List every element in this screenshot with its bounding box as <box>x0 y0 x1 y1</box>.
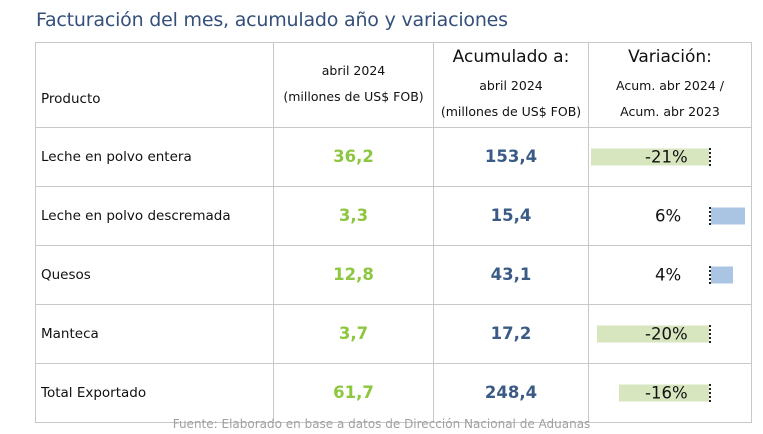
header-producto-label: Producto <box>41 90 101 107</box>
accumulated-value: 17,2 <box>433 303 589 364</box>
month-value: 3,3 <box>273 185 434 246</box>
product-name: Total Exportado <box>35 362 274 423</box>
header-empty-cell <box>273 42 434 71</box>
table-row: Total Exportado 61,7 248,4 -16% <box>35 362 752 423</box>
accumulated-value: 43,1 <box>433 244 589 305</box>
variation-cell: -21% <box>588 126 752 187</box>
header-var-line2: Acum. abr 2023 <box>620 103 720 119</box>
accumulated-value: 15,4 <box>433 185 589 246</box>
header-acumulado: Acumulado a: <box>433 42 589 71</box>
product-name: Quesos <box>35 244 274 305</box>
header-mes: abril 2024 (millones de US$ FOB) <box>273 63 434 128</box>
header-empty-cell <box>35 42 274 71</box>
header-var-sub: Acum. abr 2024 / Acum. abr 2023 <box>588 71 752 128</box>
table-row: Manteca 3,7 17,2 -20% <box>35 303 752 364</box>
month-value: 36,2 <box>273 126 434 187</box>
variation-label: -16% <box>645 383 688 402</box>
variation-bar <box>711 207 745 224</box>
table-row: Quesos 12,8 43,1 4% <box>35 244 752 305</box>
header-variacion-title: Variación: <box>628 47 712 67</box>
accumulated-value: 153,4 <box>433 126 589 187</box>
variation-bar-area: 4% <box>589 246 751 304</box>
variation-bar-area: -16% <box>589 364 751 422</box>
variation-bar-area: 6% <box>589 187 751 245</box>
header-variacion: Variación: <box>588 42 752 71</box>
header-var-line1: Acum. abr 2024 / <box>616 77 724 93</box>
variation-cell: 4% <box>588 244 752 305</box>
variation-label: 6% <box>655 206 682 225</box>
variation-axis <box>709 147 711 166</box>
table-row: Leche en polvo entera 36,2 153,4 -21% <box>35 126 752 187</box>
header-acum-sub: abril 2024 (millones de US$ FOB) <box>433 71 589 128</box>
variation-label: -21% <box>645 147 688 166</box>
variation-bar <box>619 384 709 401</box>
header-acumulado-title: Acumulado a: <box>452 47 570 67</box>
header-row-bottom: Producto abril 2024 (millones de US$ FOB… <box>35 63 752 128</box>
source-note: Fuente: Elaborado en base a datos de Dir… <box>172 417 591 431</box>
variation-bar-area: -21% <box>589 128 751 186</box>
product-name: Leche en polvo entera <box>35 126 274 187</box>
month-value: 3,7 <box>273 303 434 364</box>
product-name: Manteca <box>35 303 274 364</box>
variation-cell: -16% <box>588 362 752 423</box>
month-value: 61,7 <box>273 362 434 423</box>
product-name: Leche en polvo descremada <box>35 185 274 246</box>
table-row: Leche en polvo descremada 3,3 15,4 6% <box>35 185 752 246</box>
page-title: Facturación del mes, acumulado año y var… <box>36 9 508 31</box>
variation-bar <box>711 266 734 283</box>
variation-axis <box>709 324 711 343</box>
header-acum-line2: (millones de US$ FOB) <box>440 103 582 119</box>
month-value: 12,8 <box>273 244 434 305</box>
variation-cell: -20% <box>588 303 752 364</box>
variation-cell: 6% <box>588 185 752 246</box>
header-mes-line1: abril 2024 <box>321 62 386 78</box>
variation-label: 4% <box>655 265 682 284</box>
variation-label: -20% <box>645 324 688 343</box>
header-mes-line2: (millones de US$ FOB) <box>283 88 424 104</box>
header-row-top: Acumulado a: Variación: <box>35 42 752 71</box>
variation-axis <box>709 265 711 284</box>
header-acum-line1: abril 2024 <box>479 77 543 93</box>
variation-bar-area: -20% <box>589 305 751 363</box>
variation-bar <box>597 325 709 342</box>
billing-table: Acumulado a: Variación: Producto abril 2… <box>35 42 752 423</box>
accumulated-value: 248,4 <box>433 362 589 423</box>
variation-bar <box>591 148 709 165</box>
header-producto: Producto <box>35 71 274 128</box>
variation-axis <box>709 206 711 225</box>
variation-axis <box>709 383 711 402</box>
